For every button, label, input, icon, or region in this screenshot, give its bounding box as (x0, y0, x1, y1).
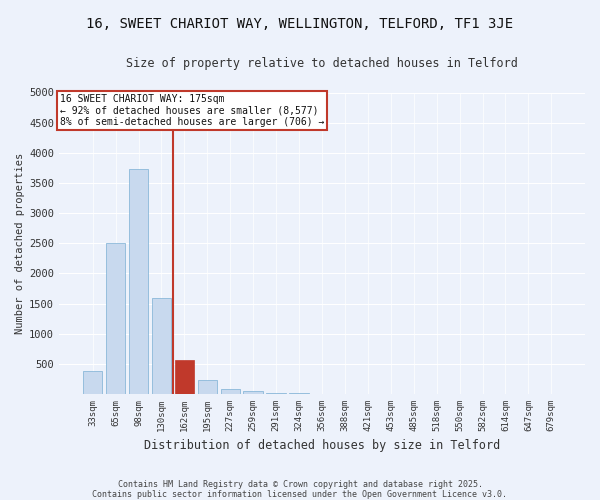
Bar (266, 393, 286, 394)
Text: 16 SWEET CHARIOT WAY: 175sqm
← 92% of detached houses are smaller (8,577)
8% of : 16 SWEET CHARIOT WAY: 175sqm ← 92% of de… (60, 94, 325, 127)
Text: Contains HM Land Registry data © Crown copyright and database right 2025.: Contains HM Land Registry data © Crown c… (118, 480, 482, 489)
Text: Contains public sector information licensed under the Open Government Licence v3: Contains public sector information licen… (92, 490, 508, 499)
Bar (244, 392, 263, 394)
Bar (175, 360, 194, 394)
Bar (106, 244, 125, 394)
Bar (152, 298, 171, 394)
Bar (221, 389, 240, 394)
Y-axis label: Number of detached properties: Number of detached properties (15, 152, 25, 334)
Bar (129, 169, 148, 394)
X-axis label: Distribution of detached houses by size in Telford: Distribution of detached houses by size … (144, 440, 500, 452)
Bar (83, 371, 103, 394)
Text: 16, SWEET CHARIOT WAY, WELLINGTON, TELFORD, TF1 3JE: 16, SWEET CHARIOT WAY, WELLINGTON, TELFO… (86, 18, 514, 32)
Title: Size of property relative to detached houses in Telford: Size of property relative to detached ho… (126, 58, 518, 70)
Bar (197, 380, 217, 394)
